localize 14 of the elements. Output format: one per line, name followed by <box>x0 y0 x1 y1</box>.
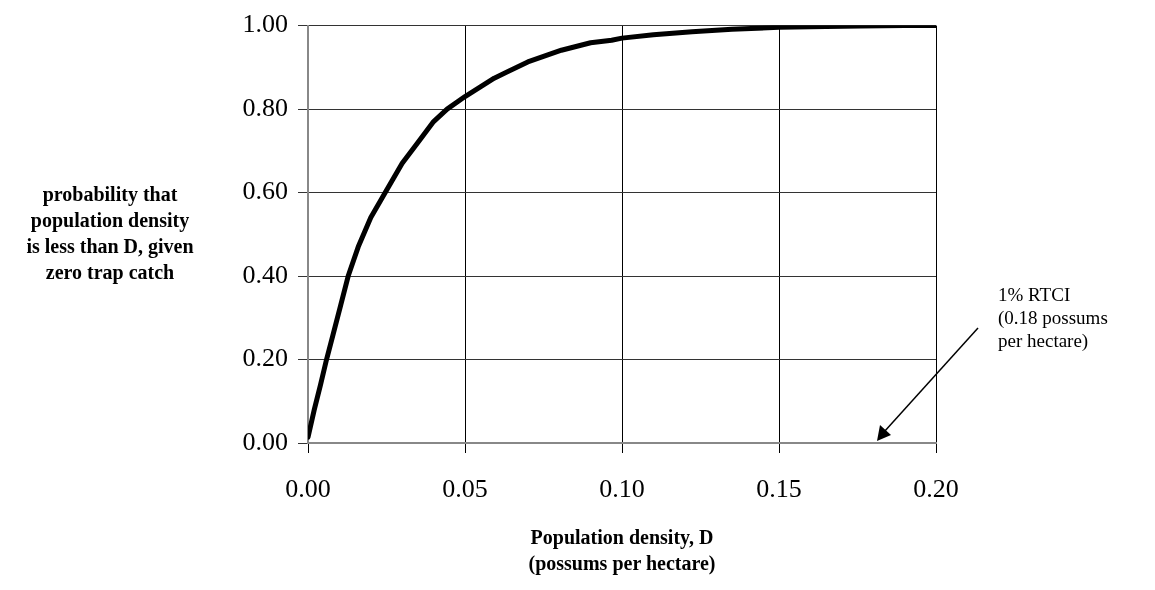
x-tick-label: 0.10 <box>599 474 645 504</box>
y-tick-label: 0.60 <box>242 176 288 206</box>
y-axis-title: probability that population density is less than D, given zero trap catch <box>26 183 194 285</box>
x-axis-title: Population density, D (possums per hectare) <box>528 526 716 575</box>
y-tick-label: 0.80 <box>242 92 288 122</box>
y-tick-label: 1.00 <box>242 9 288 39</box>
y-tick-label: 0.20 <box>242 343 288 373</box>
x-tick-label: 0.05 <box>442 474 488 504</box>
x-tick-label: 0.15 <box>756 474 802 504</box>
y-tick-label: 0.40 <box>242 259 288 289</box>
x-tick-label: 0.00 <box>285 474 331 504</box>
x-tick-label: 0.20 <box>913 474 959 504</box>
text: 1% RTCI (0.18 possums per hectare) <box>998 284 1108 352</box>
y-tick-label: 0.00 <box>242 426 288 456</box>
